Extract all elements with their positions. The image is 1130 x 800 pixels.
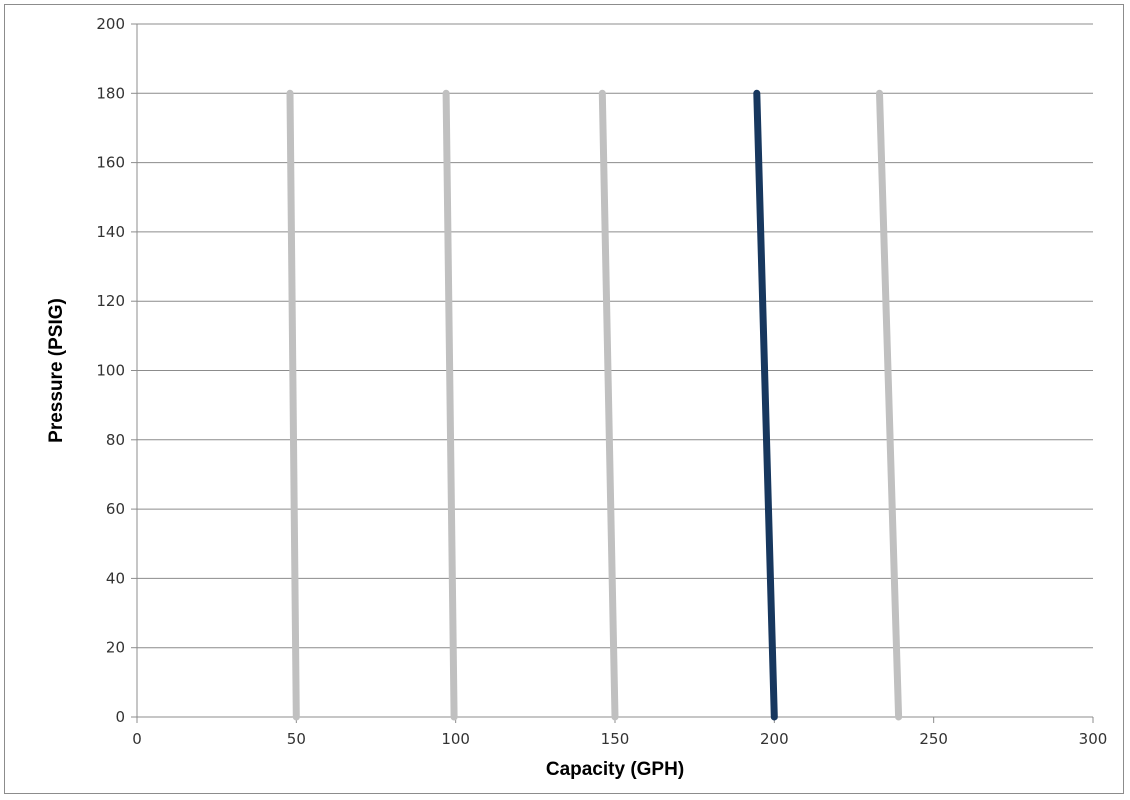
- y-tick-label: 200: [96, 15, 125, 33]
- series-line-5: [876, 89, 903, 721]
- series-lines: [286, 89, 903, 721]
- series-line-1: [286, 89, 300, 721]
- y-tick-label: 140: [96, 223, 125, 241]
- y-tick-label: 160: [96, 154, 125, 172]
- y-tick-label: 40: [106, 569, 125, 587]
- series-line-4: [753, 89, 778, 721]
- y-tick-label: 100: [96, 362, 125, 380]
- series-line-2: [442, 89, 458, 721]
- y-tick-label: 80: [106, 431, 125, 449]
- x-tick-label: 300: [1079, 730, 1108, 748]
- series-line-3: [598, 89, 619, 721]
- y-axis-title: Pressure (PSIG): [46, 298, 67, 443]
- y-tick-label: 180: [96, 84, 125, 102]
- x-tick-label: 200: [760, 730, 789, 748]
- y-tick-label: 120: [96, 292, 125, 310]
- x-tick-label: 0: [132, 730, 142, 748]
- tick-labels: 0 20 40 60 80 100 120 140 160 180 200 0 50 100 150 200 2…: [96, 15, 1107, 748]
- x-tick-label: 150: [601, 730, 630, 748]
- x-axis-title: Capacity (GPH): [546, 759, 684, 780]
- x-tick-label: 100: [441, 730, 470, 748]
- y-tick-label: 60: [106, 500, 125, 518]
- x-tick-label: 250: [919, 730, 948, 748]
- x-tick-label: 50: [287, 730, 306, 748]
- y-tick-label: 20: [106, 639, 125, 657]
- y-tick-label: 0: [115, 708, 125, 726]
- chart-frame: [4, 4, 1124, 794]
